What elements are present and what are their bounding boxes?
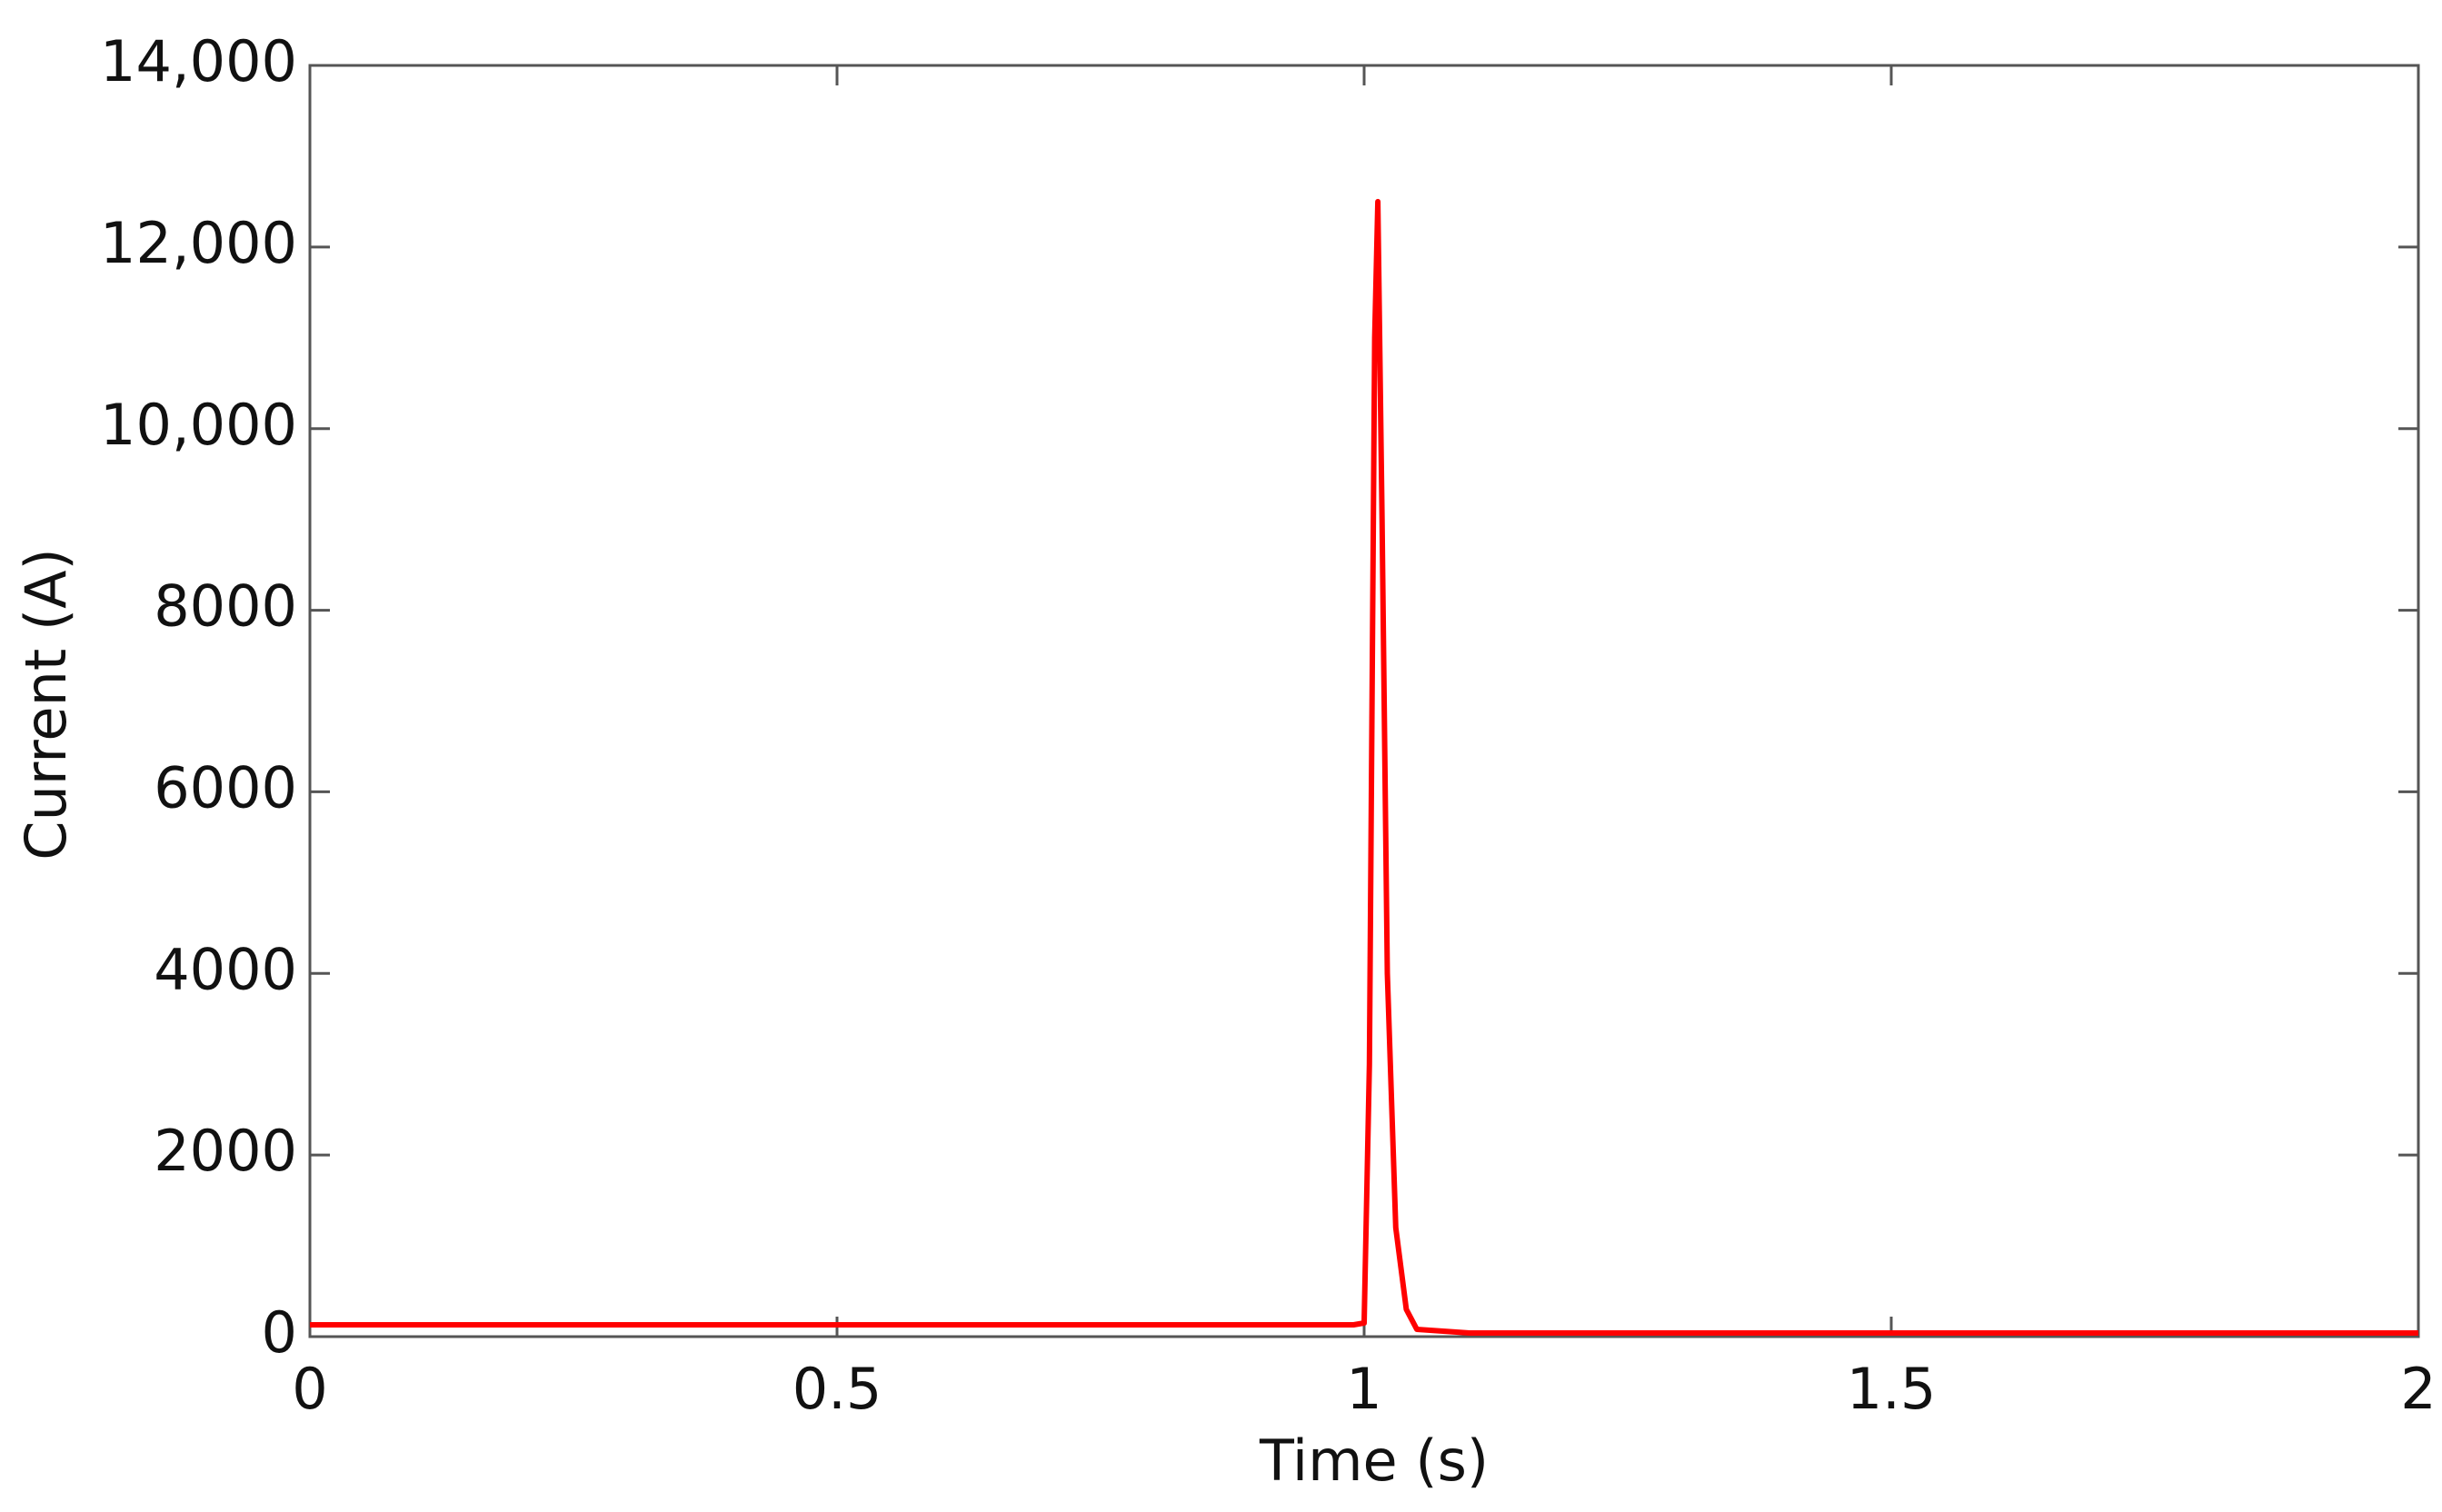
plot-frame	[308, 64, 2420, 1338]
y-tick-label: 6000	[154, 755, 297, 821]
x-tick-label: 0.5	[792, 1356, 882, 1422]
y-tick-label: 4000	[154, 936, 297, 1002]
y-tick-label: 10,000	[100, 392, 297, 458]
y-axis-label: Current (A)	[13, 548, 79, 860]
y-tick-label: 12,000	[100, 210, 297, 276]
x-tick-label: 2	[2400, 1356, 2436, 1422]
x-tick-label: 0	[292, 1356, 327, 1422]
y-tick-label: 14,000	[100, 28, 297, 94]
data-line	[310, 198, 2418, 1336]
x-axis-label: Time (s)	[1259, 1427, 1489, 1494]
x-tick-label: 1	[1346, 1356, 1381, 1422]
y-tick-label: 2000	[154, 1118, 297, 1184]
y-tick-label: 0	[262, 1299, 297, 1366]
x-tick-label: 1.5	[1847, 1356, 1937, 1422]
y-tick-label: 8000	[154, 573, 297, 640]
